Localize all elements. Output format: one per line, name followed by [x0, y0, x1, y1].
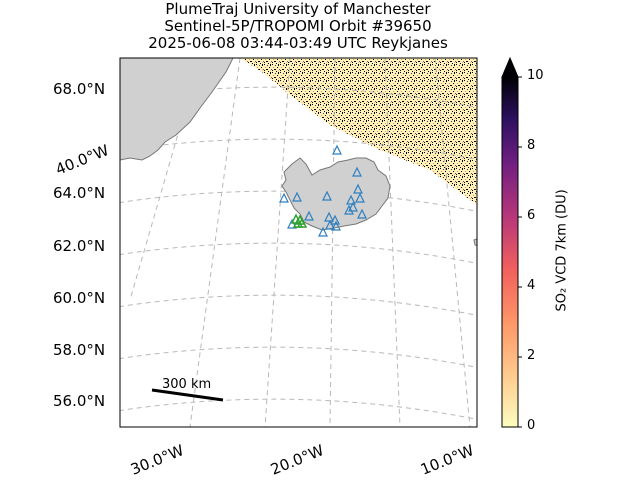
lat-label-58n: 58.0°N	[53, 341, 106, 359]
lat-label-64n: 64.0°N	[53, 184, 106, 202]
blue-triangle-marker	[318, 226, 328, 237]
meridian-15w	[384, 58, 401, 427]
map-frame	[119, 57, 478, 428]
so2-noise-swath	[240, 58, 477, 205]
scale-bar-line	[151, 388, 224, 402]
colorbar-extend-arrow	[501, 56, 519, 78]
blue-triangle-marker	[304, 210, 314, 221]
blue-triangle-marker	[331, 220, 341, 231]
parallel-68n	[120, 86, 477, 108]
colorbar	[501, 56, 522, 428]
faroe-coast	[473, 238, 477, 246]
lat-label-62n: 62.0°N	[53, 237, 106, 255]
blue-triangle-marker	[344, 204, 354, 215]
blue-triangle-marker	[353, 183, 363, 194]
blue-triangle-marker	[279, 192, 289, 203]
cb-tick-label-0: 0	[527, 418, 536, 433]
lat-label-68n: 68.0°N	[53, 80, 106, 98]
lat-label-56n: 56.0°N	[53, 392, 106, 410]
colorbar-gradient	[501, 76, 519, 428]
blue-triangle-marker	[292, 191, 302, 202]
cb-tick-label-8: 8	[527, 138, 536, 153]
blue-triangle-marker	[324, 211, 334, 222]
cb-tick-label-2: 2	[527, 348, 536, 363]
greenland-land	[120, 58, 234, 161]
title-line-2: Sentinel-5P/TROPOMI Orbit #39650	[164, 17, 432, 35]
blue-triangle-marker	[332, 144, 342, 155]
blue-triangle-marker	[287, 218, 297, 229]
blue-triangle-marker	[348, 201, 358, 212]
blue-triangles	[279, 144, 367, 237]
cb-tick-label-10: 10	[527, 68, 544, 83]
meridian-35w	[129, 58, 201, 301]
meridian-10w	[434, 58, 471, 427]
meridian-20w	[329, 58, 336, 427]
parallel-60n	[120, 294, 477, 316]
blue-triangle-marker	[357, 208, 367, 219]
blue-triangle-marker	[346, 194, 356, 205]
cb-tick-label-6: 6	[527, 208, 536, 223]
scale-bar	[151, 388, 224, 402]
cb-tick-label-4: 4	[527, 278, 536, 293]
meridian-25w	[264, 58, 291, 427]
parallel-62n	[120, 242, 477, 264]
title-line-1: PlumeTraj University of Manchester	[165, 0, 431, 18]
green-triangle-marker	[296, 217, 308, 228]
title-line-3: 2025-06-08 03:44-03:49 UTC Reykjanes	[148, 34, 448, 52]
meridian-30w	[189, 58, 241, 427]
lat-label-60n: 60.0°N	[53, 289, 106, 307]
blue-triangle-marker	[322, 190, 332, 201]
colorbar-label: SO₂ VCD 7km (DU)	[554, 189, 570, 312]
green-triangles	[290, 213, 308, 228]
parallel-58n	[120, 346, 477, 368]
blue-triangle-marker	[355, 192, 365, 203]
scale-bar-label: 300 km	[162, 377, 212, 392]
parallel-56n	[120, 398, 477, 420]
blue-triangle-marker	[352, 166, 362, 177]
parallel-66n	[120, 138, 477, 160]
blue-triangle-marker	[325, 219, 335, 230]
